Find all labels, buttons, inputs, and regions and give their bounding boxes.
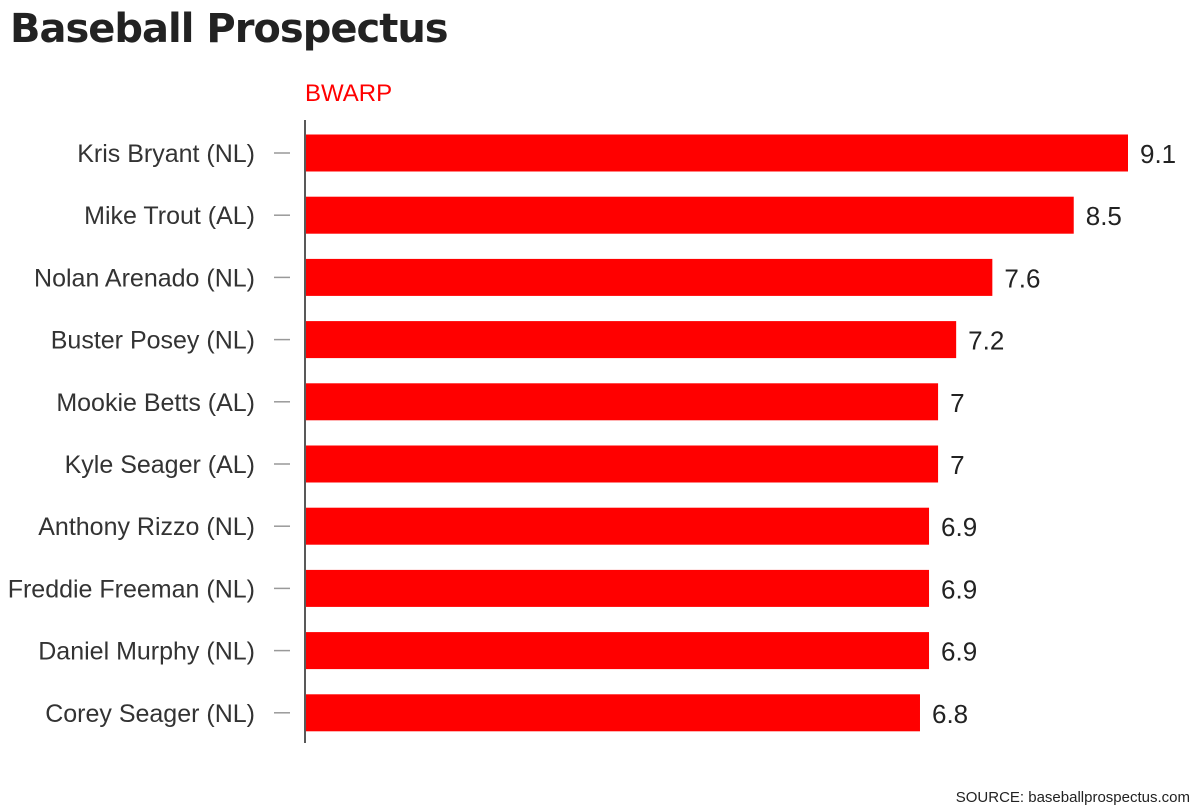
series-label: BWARP (305, 80, 392, 107)
category-label: Buster Posey (NL) (51, 327, 255, 355)
bar (306, 507, 930, 545)
value-label: 6.8 (932, 699, 968, 729)
value-label: 7 (950, 450, 964, 480)
category-label: Kyle Seager (AL) (65, 451, 255, 479)
bar (306, 134, 1128, 172)
value-label: 6.9 (941, 512, 977, 542)
category-label: Mike Trout (AL) (84, 202, 255, 230)
category-label: Anthony Rizzo (NL) (38, 513, 255, 541)
chart-title: Baseball Prospectus (10, 6, 449, 52)
category-label: Nolan Arenado (NL) (34, 264, 255, 292)
bar (306, 383, 939, 421)
bars (306, 134, 1128, 732)
category-label: Daniel Murphy (NL) (38, 638, 255, 666)
value-label: 7.2 (968, 326, 1004, 356)
category-label: Freddie Freeman (NL) (8, 575, 255, 603)
bar (306, 694, 920, 732)
value-label: 7.6 (1004, 263, 1040, 293)
bar (306, 632, 930, 670)
source-note: SOURCE: baseballprospectus.com (955, 789, 1190, 806)
value-label: 6.9 (941, 637, 977, 667)
bar (306, 569, 930, 607)
value-label: 7 (950, 388, 964, 418)
category-label: Mookie Betts (AL) (56, 389, 255, 417)
value-labels: 9.1 8.5 7.6 7.2 7 7 6.9 6.9 6.9 6.8 (932, 139, 1176, 729)
value-label: 9.1 (1140, 139, 1176, 169)
y-axis (274, 120, 306, 743)
bar (306, 445, 939, 483)
category-label: Corey Seager (NL) (45, 700, 255, 728)
bar (306, 321, 957, 359)
bar (306, 196, 1074, 234)
category-labels: Kris Bryant (NL) Mike Trout (AL) Nolan Are… (8, 140, 255, 728)
value-label: 6.9 (941, 574, 977, 604)
bar (306, 258, 993, 296)
value-label: 8.5 (1086, 201, 1122, 231)
category-label: Kris Bryant (NL) (77, 140, 255, 168)
